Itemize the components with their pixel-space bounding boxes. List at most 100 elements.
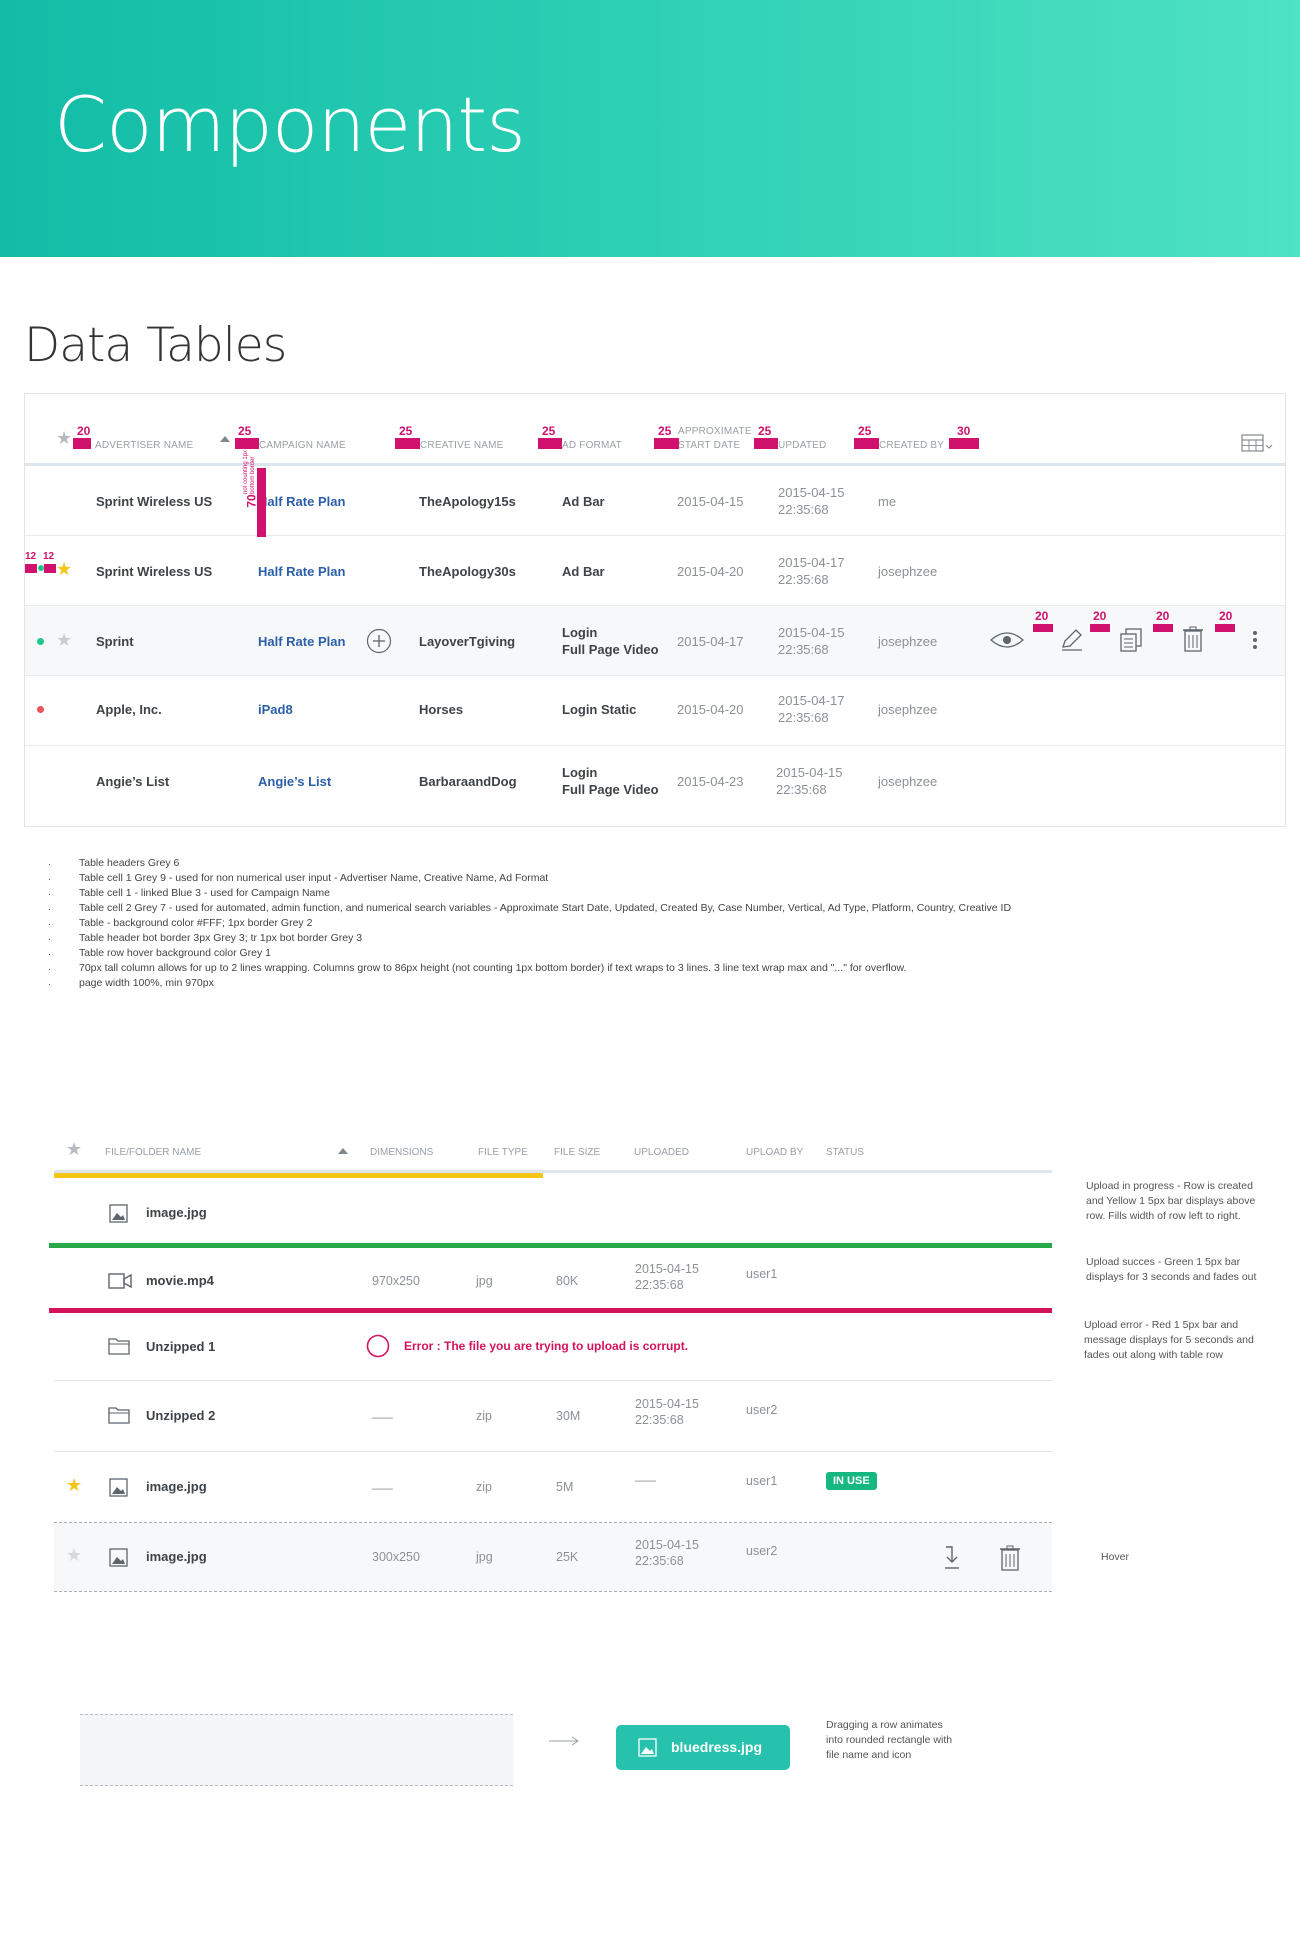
campaign-link[interactable]: Half Rate Plan xyxy=(258,564,346,579)
file-name: image.jpg xyxy=(146,1205,207,1220)
spec-note: not counting 1px bottom border xyxy=(243,449,256,494)
uploaded-date: 2015-04-15 xyxy=(635,1262,699,1276)
upload-success-bar xyxy=(49,1243,1052,1248)
folder-icon xyxy=(108,1337,130,1360)
spec-marker: 25 xyxy=(399,424,413,438)
table-row[interactable]: Angie’s List Angie’s List BarbaraandDog … xyxy=(25,746,1285,826)
duplicate-icon[interactable] xyxy=(1119,627,1145,658)
file-type-cell: jpg xyxy=(476,1550,493,1564)
updated-date: 2015-04-15 xyxy=(778,485,845,500)
col-header-file-type[interactable]: File Type xyxy=(478,1147,528,1158)
trash-icon[interactable] xyxy=(1182,626,1204,657)
file-name: movie.mp4 xyxy=(146,1273,214,1288)
file-name: image.jpg xyxy=(146,1549,207,1564)
download-icon[interactable] xyxy=(942,1545,962,1576)
dimensions-cell: ___ xyxy=(372,1405,393,1419)
col-header-ad-format[interactable]: Ad Format xyxy=(562,440,622,451)
table-row-uploading[interactable]: image.jpg xyxy=(54,1178,1052,1248)
dimensions-cell: 970x250 xyxy=(372,1274,420,1288)
created-by-cell: josephzee xyxy=(878,774,938,789)
file-size-cell: 80K xyxy=(556,1274,579,1288)
table-row-hover[interactable]: ★ Sprint Half Rate Plan LayoverTgiving L… xyxy=(25,606,1285,676)
folder-icon xyxy=(108,1406,130,1429)
spec-marker: 20 xyxy=(1093,609,1107,623)
image-icon xyxy=(638,1738,657,1760)
spec-marker: 12 xyxy=(25,551,37,562)
table-row[interactable]: Unzipped 2 ___ zip 30M 2015-04-15 22:35:… xyxy=(54,1382,1052,1452)
col-header-created-by[interactable]: Created By xyxy=(879,440,945,451)
col-header-uploaded[interactable]: Uploaded xyxy=(634,1147,690,1158)
updated-date: 2015-04-17 xyxy=(778,555,845,570)
spec-marker-bar xyxy=(1153,624,1173,632)
ad-format-cell: Login xyxy=(562,765,598,780)
col-header-updated[interactable]: Updated xyxy=(778,440,827,451)
spec-marker: 25 xyxy=(658,424,672,438)
spec-marker-bar xyxy=(754,438,778,449)
spec-marker-bar xyxy=(854,438,879,449)
star-icon-filled[interactable]: ★ xyxy=(66,1475,83,1495)
file-type-cell: jpg xyxy=(476,1274,493,1288)
spec-marker: 20 xyxy=(1156,609,1170,623)
drag-placeholder-row xyxy=(80,1714,513,1786)
trash-icon[interactable] xyxy=(999,1545,1021,1576)
star-icon[interactable]: ★ xyxy=(66,1545,83,1565)
campaign-link[interactable]: Half Rate Plan xyxy=(258,494,346,509)
spec-note: Table header bot border 3px Grey 3; tr 1… xyxy=(48,930,1248,946)
campaign-link[interactable]: iPad8 xyxy=(258,702,293,717)
col-header-advertiser[interactable]: Advertiser Name xyxy=(95,440,194,451)
upload-progress-bar xyxy=(54,1173,543,1178)
uploaded-cell: ___ xyxy=(635,1468,656,1482)
col-header-start-date[interactable]: Approximate Start Date xyxy=(678,426,752,451)
col-header-status[interactable]: Status xyxy=(826,1147,864,1158)
start-date-cell: 2015-04-20 xyxy=(677,702,744,717)
star-icon-filled[interactable]: ★ xyxy=(56,559,73,579)
uploaded-date: 2015-04-15 xyxy=(635,1397,699,1411)
add-circle-icon[interactable] xyxy=(366,628,392,659)
table-row-error[interactable]: Unzipped 1 Error : The file you are tryi… xyxy=(54,1313,1052,1381)
file-name: Unzipped 1 xyxy=(146,1339,216,1354)
dragged-file-pill[interactable]: bluedress.jpg xyxy=(616,1725,790,1770)
ad-format-cell: Ad Bar xyxy=(562,494,605,509)
sort-ascending-icon[interactable] xyxy=(338,1148,348,1154)
creative-cell: BarbaraandDog xyxy=(419,774,517,789)
advertiser-cell: Sprint Wireless US xyxy=(96,564,213,579)
spec-marker: 25 xyxy=(858,424,872,438)
table-row-hover[interactable]: ★ image.jpg 300x250 jpg 25K 2015-04-15 2… xyxy=(54,1522,1052,1592)
star-icon[interactable]: ★ xyxy=(66,1139,83,1159)
spec-note: Table row hover background color Grey 1 xyxy=(48,945,1248,961)
star-icon[interactable]: ★ xyxy=(56,428,73,448)
uploaded-time: 22:35:68 xyxy=(635,1554,684,1568)
edit-icon[interactable] xyxy=(1059,626,1085,657)
col-header-creative[interactable]: Creative Name xyxy=(420,440,504,451)
table-row[interactable]: Apple, Inc. iPad8 Horses Login Static 20… xyxy=(25,676,1285,746)
column-settings-icon[interactable] xyxy=(1241,434,1273,459)
table-row-success[interactable]: movie.mp4 970x250 jpg 80K 2015-04-15 22:… xyxy=(54,1248,1052,1318)
spec-marker: 30 xyxy=(957,424,971,438)
star-icon[interactable]: ★ xyxy=(56,630,73,650)
sort-ascending-icon[interactable] xyxy=(220,436,230,442)
table-row[interactable]: ★ image.jpg ___ zip 5M ___ user1 IN USE xyxy=(54,1453,1052,1522)
col-header-campaign[interactable]: Campaign Name xyxy=(259,440,346,451)
col-header-file-size[interactable]: File Size xyxy=(554,1147,601,1158)
table-row[interactable]: Sprint Wireless US Half Rate Plan 70 not… xyxy=(25,450,1285,537)
dimensions-cell: ___ xyxy=(372,1476,393,1490)
table-header: ★ 20 Advertiser Name 25 Campaign Name 25… xyxy=(25,394,1285,466)
section-title: Data Tables xyxy=(24,318,287,373)
col-header-dimensions[interactable]: Dimensions xyxy=(370,1147,434,1158)
created-by-cell: josephzee xyxy=(878,564,938,579)
col-header-name[interactable]: File/Folder Name xyxy=(105,1147,202,1158)
row-height-marker xyxy=(257,468,266,537)
start-date-cell: 2015-04-20 xyxy=(677,564,744,579)
creative-cell: Horses xyxy=(419,702,464,717)
col-header-upload-by[interactable]: Upload By xyxy=(746,1147,804,1158)
spec-note: Table - background color #FFF; 1px borde… xyxy=(48,915,1248,931)
more-vertical-icon[interactable] xyxy=(1252,630,1258,655)
campaign-link[interactable]: Half Rate Plan xyxy=(258,634,346,649)
file-type-cell: zip xyxy=(476,1409,492,1423)
note-upload-progress: Upload in progress - Row is created and … xyxy=(1086,1180,1256,1222)
view-icon[interactable] xyxy=(990,631,1024,654)
spec-note: Table cell 1 - linked Blue 3 - used for … xyxy=(48,885,1248,901)
note-hover: Hover xyxy=(1101,1551,1130,1563)
campaign-link[interactable]: Angie’s List xyxy=(258,774,332,789)
table-row[interactable]: 12 12 ★ Sprint Wireless US Half Rate Pla… xyxy=(25,536,1285,606)
